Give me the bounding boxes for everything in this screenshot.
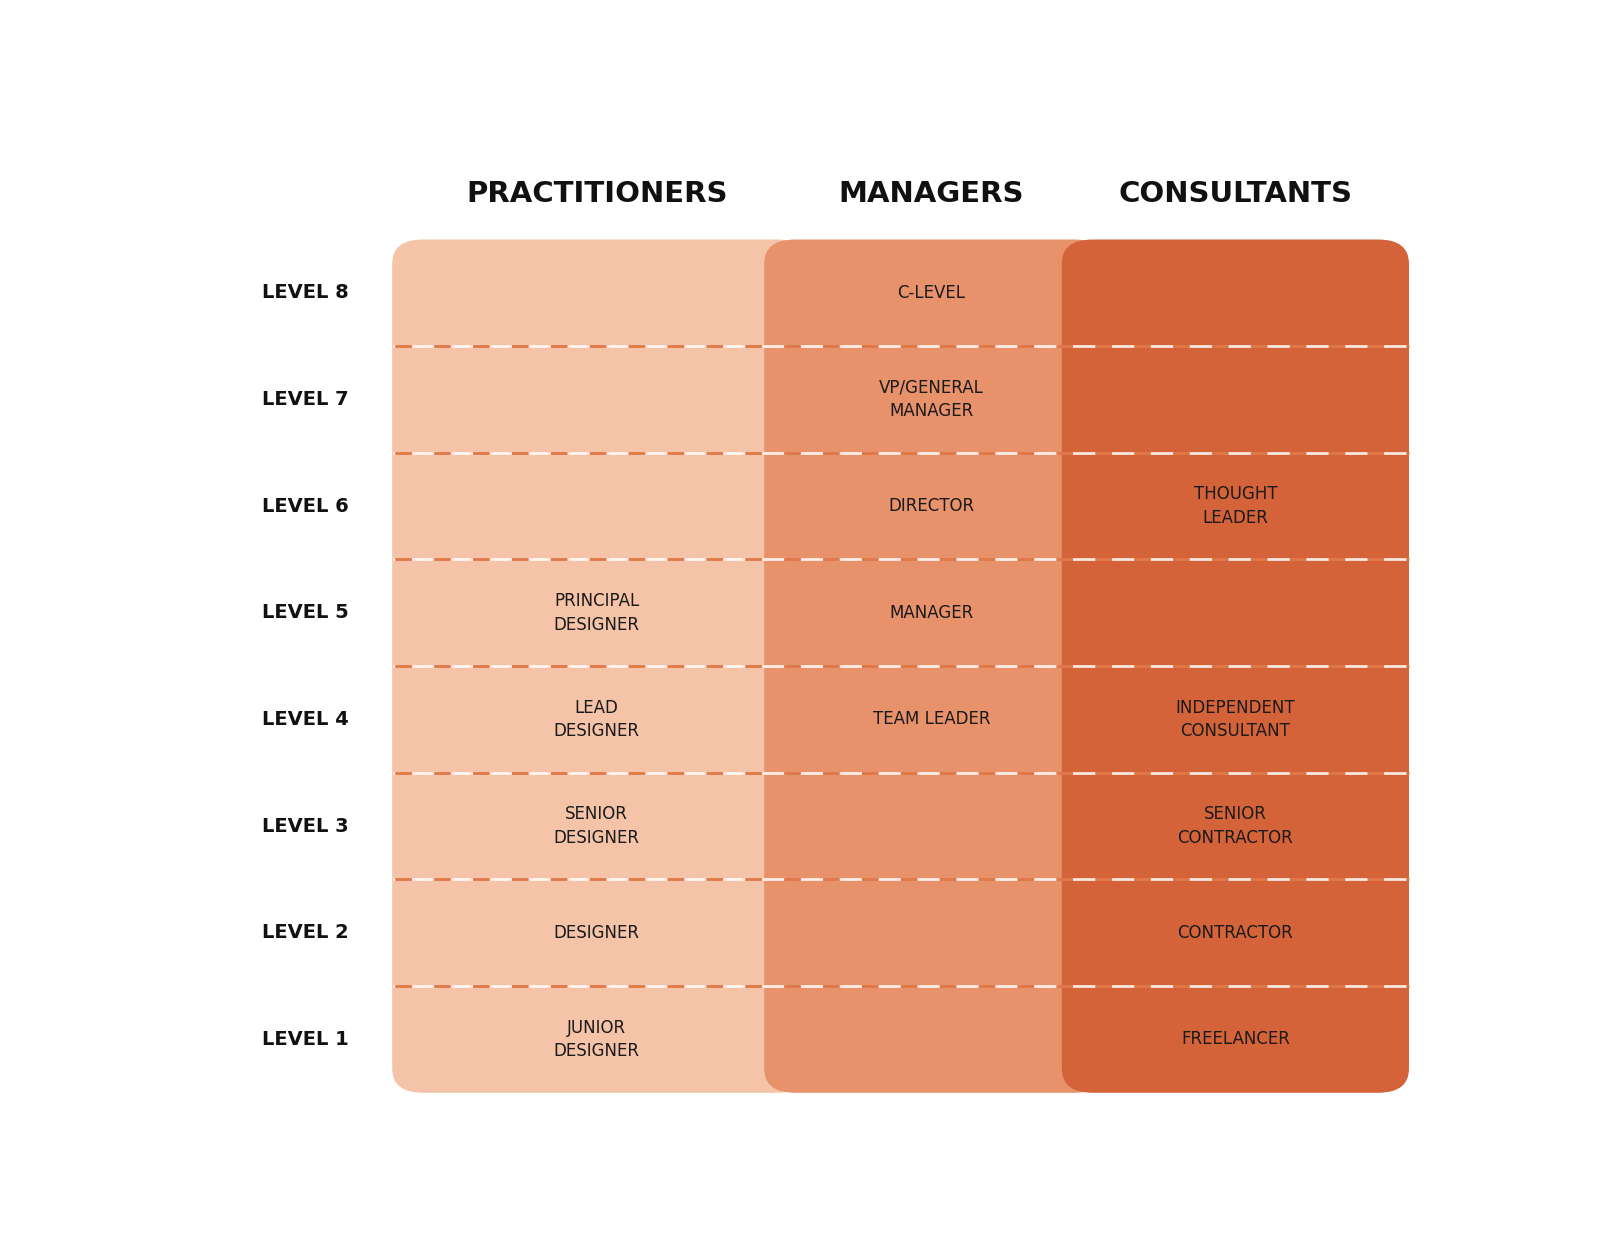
Text: CONSULTANTS: CONSULTANTS — [1118, 179, 1352, 208]
Text: THOUGHT
LEADER: THOUGHT LEADER — [1194, 486, 1277, 527]
Text: CONTRACTOR: CONTRACTOR — [1178, 924, 1293, 941]
Text: MANAGERS: MANAGERS — [838, 179, 1024, 208]
Text: FREELANCER: FREELANCER — [1181, 1030, 1290, 1048]
FancyBboxPatch shape — [1062, 240, 1410, 1093]
Text: LEAD
DESIGNER: LEAD DESIGNER — [554, 699, 640, 740]
Text: PRINCIPAL
DESIGNER: PRINCIPAL DESIGNER — [554, 592, 640, 634]
Text: VP/GENERAL
MANAGER: VP/GENERAL MANAGER — [878, 379, 984, 420]
Text: LEVEL 4: LEVEL 4 — [262, 710, 349, 729]
Text: DIRECTOR: DIRECTOR — [888, 497, 974, 515]
Text: JUNIOR
DESIGNER: JUNIOR DESIGNER — [554, 1019, 640, 1060]
Text: SENIOR
CONTRACTOR: SENIOR CONTRACTOR — [1178, 806, 1293, 847]
Text: LEVEL 6: LEVEL 6 — [262, 497, 349, 516]
Text: SENIOR
DESIGNER: SENIOR DESIGNER — [554, 806, 640, 847]
Text: INDEPENDENT
CONSULTANT: INDEPENDENT CONSULTANT — [1176, 699, 1296, 740]
FancyBboxPatch shape — [392, 240, 808, 1093]
Text: LEVEL 2: LEVEL 2 — [262, 924, 349, 943]
Text: C-LEVEL: C-LEVEL — [898, 284, 965, 302]
Text: LEVEL 1: LEVEL 1 — [262, 1030, 349, 1049]
Text: MANAGER: MANAGER — [890, 604, 974, 621]
Text: DESIGNER: DESIGNER — [554, 924, 640, 941]
Text: TEAM LEADER: TEAM LEADER — [874, 710, 990, 728]
Text: LEVEL 8: LEVEL 8 — [262, 284, 349, 302]
Text: LEVEL 7: LEVEL 7 — [262, 390, 349, 409]
Text: LEVEL 3: LEVEL 3 — [262, 817, 349, 836]
FancyBboxPatch shape — [765, 240, 1106, 1093]
Text: LEVEL 5: LEVEL 5 — [262, 604, 349, 622]
Text: PRACTITIONERS: PRACTITIONERS — [466, 179, 728, 208]
